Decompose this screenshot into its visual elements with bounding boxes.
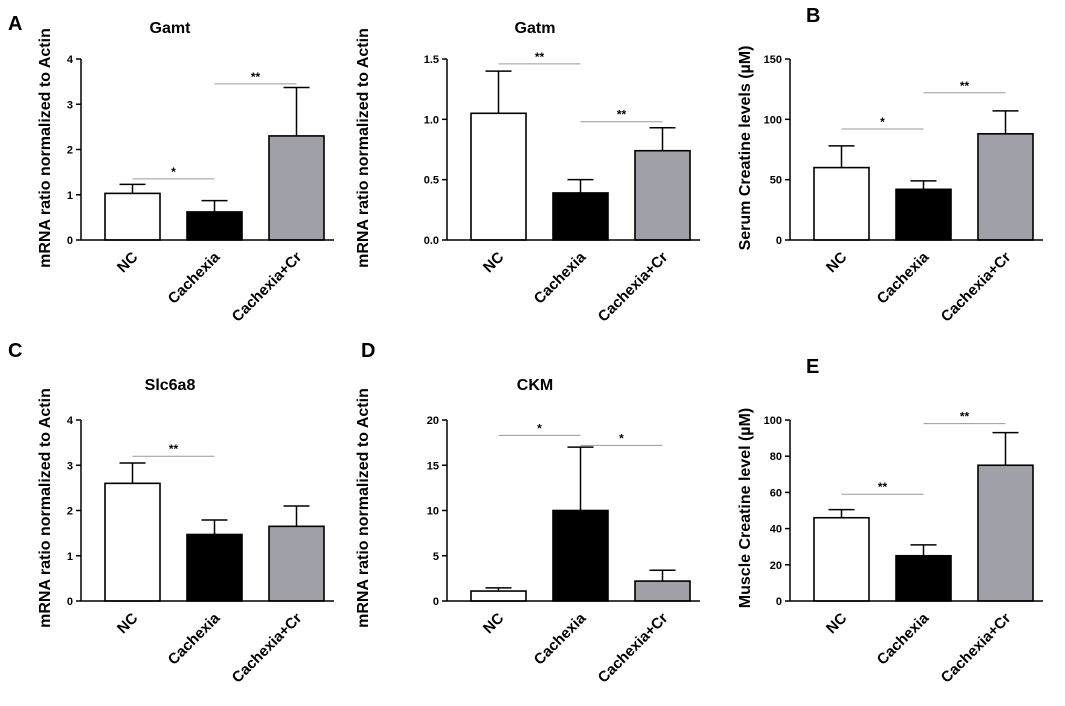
bar: [977, 464, 1034, 602]
bar: [813, 516, 870, 602]
panel-letter: E: [806, 356, 819, 378]
chart-title: Gatm: [515, 20, 556, 37]
bar: [470, 590, 527, 602]
y-tick-label: 1.5: [424, 54, 439, 66]
chart-title: CKM: [517, 377, 553, 394]
y-tick-label: 3: [67, 99, 73, 111]
bar: [186, 533, 243, 602]
category-label: Cachexia+Cr: [595, 610, 672, 687]
y-tick-label: 4: [67, 54, 74, 66]
category-label: Cachexia+Cr: [938, 610, 1015, 687]
category-label: Cachexia+Cr: [595, 249, 672, 326]
category-label: Cachexia: [874, 609, 933, 668]
category-label: Cachexia+Cr: [229, 610, 306, 687]
y-axis-label: Serum Creatine levels (µM): [737, 46, 754, 251]
bar: [268, 135, 325, 241]
y-tick-label: 0: [67, 596, 73, 608]
category-label: NC: [114, 249, 141, 276]
y-tick-label: 1: [67, 190, 73, 202]
bar: [895, 188, 952, 241]
chart-title: Gamt: [150, 20, 192, 37]
bar: [813, 166, 870, 241]
panel-letter: C: [8, 340, 22, 362]
significance-label: *: [619, 431, 624, 445]
bar: [552, 509, 609, 602]
y-axis-label: mRNA ratio normalized to Actin: [37, 28, 54, 268]
y-tick-label: 20: [770, 560, 782, 572]
significance-label: **: [960, 79, 970, 93]
y-tick-label: 10: [427, 506, 439, 518]
y-tick-label: 150: [764, 54, 782, 66]
y-tick-label: 60: [770, 487, 782, 499]
y-tick-label: 0.5: [424, 175, 439, 187]
y-tick-label: 20: [427, 415, 439, 427]
y-axis-label: mRNA ratio normalized to Actin: [355, 28, 372, 268]
y-tick-label: 3: [67, 460, 73, 472]
y-tick-label: 0: [433, 596, 439, 608]
y-axis-label: mRNA ratio normalized to Actin: [355, 388, 372, 628]
category-label: Cachexia: [165, 248, 224, 307]
bar: [634, 149, 691, 241]
y-tick-label: 100: [764, 415, 782, 427]
significance-label: **: [169, 442, 179, 456]
y-tick-label: 0: [67, 235, 73, 247]
bar: [268, 525, 325, 602]
category-label: Cachexia+Cr: [938, 249, 1015, 326]
y-tick-label: 50: [770, 175, 782, 187]
significance-label: *: [537, 421, 542, 435]
bar: [634, 580, 691, 602]
y-tick-label: 2: [67, 145, 73, 157]
panel-letter: B: [806, 5, 820, 27]
significance-label: **: [960, 410, 970, 424]
panel-letter: D: [361, 340, 375, 362]
bar: [552, 192, 609, 241]
significance-label: **: [535, 50, 545, 64]
y-tick-label: 0.0: [424, 235, 439, 247]
category-label: Cachexia: [531, 609, 590, 668]
significance-label: **: [251, 70, 261, 84]
category-label: Cachexia+Cr: [229, 249, 306, 326]
bar: [470, 112, 527, 241]
significance-label: **: [878, 480, 888, 494]
y-tick-label: 1.0: [424, 114, 439, 126]
chart-title: Slc6a8: [145, 377, 196, 394]
y-tick-label: 5: [433, 551, 439, 563]
y-tick-label: 15: [427, 460, 439, 472]
panel-letter: A: [8, 13, 22, 35]
y-tick-label: 4: [67, 415, 74, 427]
y-tick-label: 80: [770, 451, 782, 463]
category-label: NC: [823, 610, 850, 637]
y-tick-label: 100: [764, 114, 782, 126]
y-axis-label: mRNA ratio normalized to Actin: [37, 388, 54, 628]
category-label: NC: [480, 249, 507, 276]
significance-label: *: [171, 165, 176, 179]
y-tick-label: 0: [776, 235, 782, 247]
category-label: Cachexia: [531, 248, 590, 307]
bar: [977, 133, 1034, 241]
y-tick-label: 0: [776, 596, 782, 608]
y-tick-label: 1: [67, 551, 73, 563]
category-label: Cachexia: [874, 248, 933, 307]
y-axis-label: Muscle Creatine level (µM): [737, 408, 754, 608]
significance-label: *: [880, 115, 885, 129]
significance-label: **: [617, 108, 627, 122]
category-label: NC: [480, 610, 507, 637]
category-label: NC: [114, 610, 141, 637]
y-tick-label: 40: [770, 524, 782, 536]
category-label: Cachexia: [165, 609, 224, 668]
category-label: NC: [823, 249, 850, 276]
y-tick-label: 2: [67, 506, 73, 518]
bar: [104, 192, 161, 241]
bar: [186, 211, 243, 241]
bar: [104, 482, 161, 602]
bar: [895, 554, 952, 602]
